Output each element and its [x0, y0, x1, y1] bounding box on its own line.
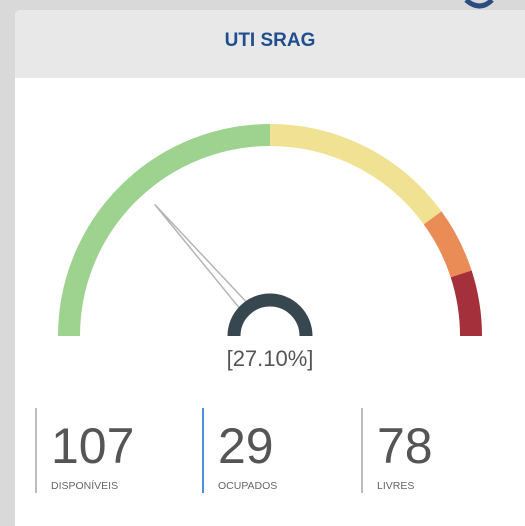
stat-label: LIVRES — [377, 480, 414, 492]
stat-value: 107 — [51, 418, 134, 474]
icon — [464, 0, 494, 9]
stats: 107 DISPONÍVEIS 29 OCUPADOS 78 LIVRES — [35, 408, 433, 493]
gauge: [27.10%] — [58, 124, 482, 371]
stat-label: OCUPADOS — [218, 480, 277, 492]
gauge-band — [423, 211, 472, 278]
gauge-band — [269, 124, 442, 225]
stat-value: 29 — [218, 418, 274, 474]
stat-value: 78 — [377, 418, 433, 474]
card-header — [15, 10, 525, 78]
gauge-value-label: [27.10%] — [227, 346, 314, 371]
card — [15, 10, 525, 526]
gauge-band — [450, 270, 482, 337]
gauge-band — [58, 124, 271, 337]
card-title: UTI SRAG — [225, 30, 316, 51]
stat-label: DISPONÍVEIS — [51, 479, 118, 492]
gauge-hub — [227, 293, 313, 337]
